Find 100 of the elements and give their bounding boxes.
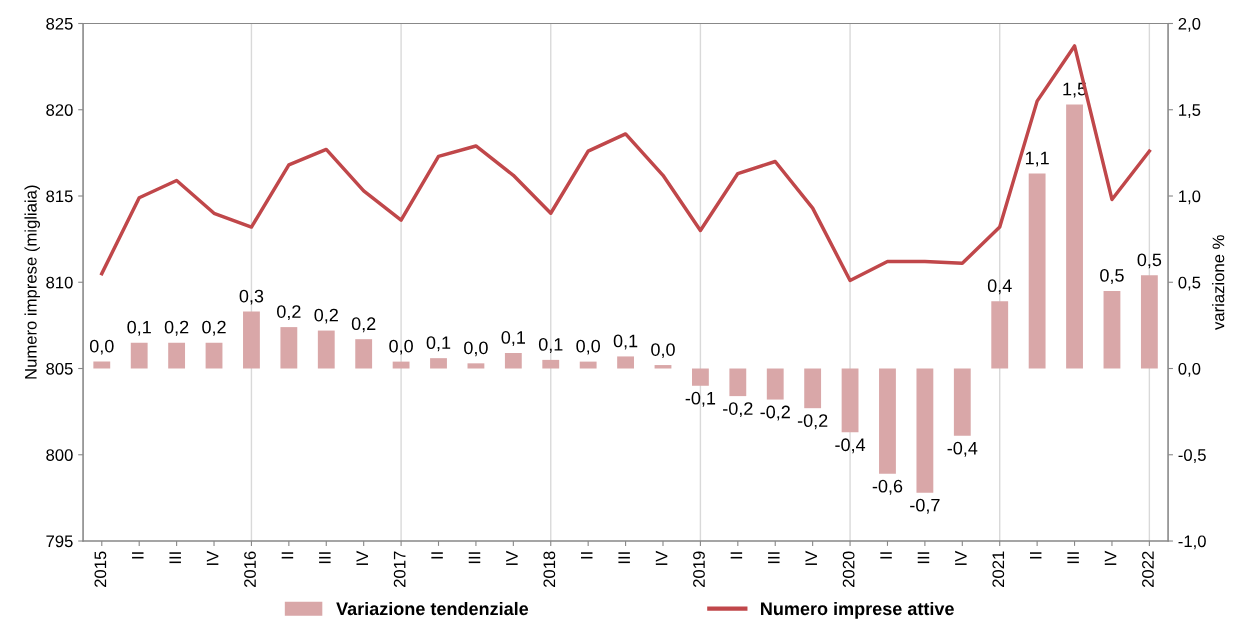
bar xyxy=(355,339,373,369)
bar xyxy=(654,365,672,369)
x-tick-label: II xyxy=(431,552,443,559)
data-label: 1,1 xyxy=(1025,151,1049,167)
x-tick-label: II xyxy=(581,552,593,559)
y-tick-label: 815 xyxy=(46,190,73,203)
x-tick-label: 2016 xyxy=(244,551,256,587)
x-tick-label: 2017 xyxy=(393,551,406,587)
data-label: 0,2 xyxy=(202,320,226,336)
y2-tick-label: -0,5 xyxy=(1178,449,1206,463)
bar xyxy=(1103,290,1121,369)
bar xyxy=(617,356,634,369)
bar xyxy=(168,342,186,369)
data-label: 0,0 xyxy=(651,343,675,359)
bar xyxy=(280,327,298,369)
data-label: 0,0 xyxy=(389,339,413,355)
bar xyxy=(317,330,335,369)
data-label: 0,5 xyxy=(1137,253,1162,269)
data-label: 0,2 xyxy=(277,305,301,321)
x-tick-label: 2015 xyxy=(94,551,107,587)
data-label: 0,1 xyxy=(426,336,451,352)
x-tick-label: 2022 xyxy=(1142,551,1154,587)
x-tick-label: III xyxy=(169,552,181,564)
x-tick-label: III xyxy=(768,552,780,564)
x-tick-label: III xyxy=(468,552,481,564)
data-label: 0,1 xyxy=(501,331,526,346)
y2-axis-title: variazione % xyxy=(1212,235,1225,330)
bar xyxy=(1028,173,1046,369)
data-label: 0,0 xyxy=(464,341,488,357)
x-tick-label: II xyxy=(1029,552,1042,559)
y2-tick-label: 1,0 xyxy=(1179,190,1201,205)
y-tick-label: 825 xyxy=(46,17,73,30)
data-label: -0,1 xyxy=(685,391,716,407)
data-label: 0,3 xyxy=(239,289,264,305)
data-label: -0,6 xyxy=(872,479,903,495)
data-label: -0,2 xyxy=(760,405,790,421)
bar xyxy=(504,352,522,369)
bar xyxy=(542,359,560,369)
x-tick-label: IV xyxy=(206,550,219,565)
y2-tick-label: 0,0 xyxy=(1178,362,1201,377)
x-tick-label: 2019 xyxy=(693,551,705,587)
y-axis-title: Numero imprese (migliaia) xyxy=(24,185,40,379)
data-label: -0,2 xyxy=(797,414,828,430)
y-tick-label: 810 xyxy=(46,276,73,289)
bar xyxy=(392,361,410,369)
bar xyxy=(430,358,447,369)
x-tick-label: IV xyxy=(1104,550,1117,565)
data-label: 0,5 xyxy=(1100,268,1124,284)
x-tick-label: II xyxy=(132,552,144,559)
data-label: 0,0 xyxy=(89,339,114,355)
data-label: 0,1 xyxy=(538,337,563,353)
bar xyxy=(879,368,896,474)
data-label: -0,4 xyxy=(947,441,978,457)
bar xyxy=(916,368,934,493)
x-tick-label: IV xyxy=(506,550,518,565)
bar xyxy=(991,301,1009,369)
legend-label: Numero imprese attive xyxy=(761,601,954,619)
bar xyxy=(243,311,260,369)
y2-tick-label: 1,5 xyxy=(1179,104,1201,118)
x-tick-label: IV xyxy=(805,550,817,565)
legend-label: Variazione tendenziale xyxy=(336,601,529,616)
data-label: 0,4 xyxy=(987,279,1012,295)
data-label: 0,0 xyxy=(576,339,601,355)
data-label: -0,4 xyxy=(835,438,866,454)
x-tick-label: II xyxy=(730,552,743,559)
x-tick-label: III xyxy=(319,552,331,564)
bar xyxy=(729,368,747,397)
bar xyxy=(467,363,485,369)
data-label: -0,2 xyxy=(723,402,753,418)
x-tick-label: III xyxy=(1067,552,1079,564)
bar xyxy=(1066,104,1083,369)
x-tick-label: III xyxy=(917,552,930,564)
y-tick-label: 805 xyxy=(46,362,73,375)
y2-tick-label: 0,5 xyxy=(1178,276,1201,291)
x-tick-label: II xyxy=(880,552,892,559)
y-tick-label: 795 xyxy=(46,535,73,548)
bar xyxy=(93,361,111,369)
x-tick-label: IV xyxy=(356,550,368,565)
y-tick-label: 800 xyxy=(46,449,73,461)
bar xyxy=(205,342,223,369)
bar xyxy=(579,361,597,369)
x-tick-label: II xyxy=(281,552,294,559)
data-label: 0,1 xyxy=(613,334,638,350)
y2-tick-label: -1,0 xyxy=(1178,535,1206,550)
data-label: 0,2 xyxy=(351,317,376,333)
x-tick-label: 2021 xyxy=(992,551,1005,587)
x-tick-label: III xyxy=(618,552,630,564)
data-label: 0,1 xyxy=(127,320,151,336)
bar xyxy=(841,368,859,433)
x-tick-label: 2020 xyxy=(842,551,855,587)
bar xyxy=(130,342,148,369)
data-label: -0,7 xyxy=(910,498,940,514)
bar xyxy=(766,368,784,400)
x-tick-label: 2018 xyxy=(543,551,556,587)
bar xyxy=(691,368,709,386)
y2-tick-label: 2,0 xyxy=(1178,17,1201,32)
y-tick-label: 820 xyxy=(46,104,73,116)
x-tick-label: IV xyxy=(655,550,668,565)
data-label: 0,2 xyxy=(164,320,189,336)
bar xyxy=(953,368,971,436)
